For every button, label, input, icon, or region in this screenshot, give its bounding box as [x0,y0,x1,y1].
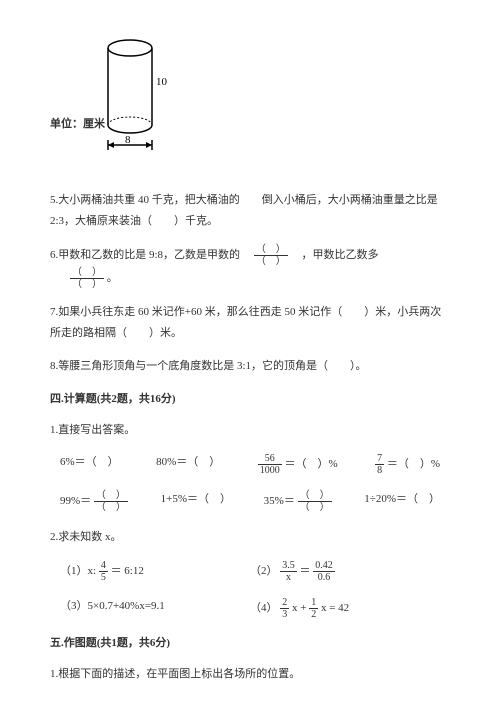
equation-1: （1）x: 4 5 ＝ 6:12 [60,560,250,583]
equation-4: （4） 2 3 x + 1 2 x = 42 [250,597,440,620]
fraction: 56 1000 [258,453,282,476]
calc-item: 80%＝（ ） [156,453,220,476]
fraction: 4 5 [99,560,108,583]
blank-fraction: （ ） （ ） [254,244,288,267]
equation-row-2: （3）5×0.7+40%x=9.1 （4） 2 3 x + 1 2 x = 42 [50,597,450,620]
fraction: 2 3 [280,597,289,620]
cylinder-diagram: 10 8 单位：厘米 [70,30,190,175]
q6-text-2: ，甲数比乙数多 [291,249,379,261]
q6-text-1: 6.甲数和乙数的比是 9:8，乙数是甲数的 [50,249,251,261]
calc-item: 6%＝（ ） [60,453,119,476]
blank-fraction: （ ） （ ） [70,267,104,290]
equation-3: （3）5×0.7+40%x=9.1 [60,597,250,620]
section-5-sub1: 1.根据下面的描述，在平面图上标出各场所的位置。 [50,664,450,685]
fraction: 3.5 x [280,560,297,583]
height-label: 10 [156,76,168,88]
calc-item: 1÷20%＝（ ） [364,490,440,513]
calc-item: 7 8 ＝（ ）% [375,453,440,476]
calc-row-1: 6%＝（ ） 80%＝（ ） 56 1000 ＝（ ）% 7 8 ＝（ ）% [50,453,450,476]
section-4-sub1: 1.直接写出答案。 [50,420,450,441]
blank-fraction: （ ） （ ） [298,490,332,513]
calc-row-2: 99%＝ （ ） （ ） 1+5%＝（ ） 35%＝ （ ） （ ） 1÷20%… [50,490,450,513]
section-5-title: 五.作图题(共1题，共6分) [50,634,450,654]
unit-label: 单位：厘米 [50,115,105,135]
fraction: 1 2 [309,597,318,620]
fraction: 7 8 [375,453,384,476]
calc-item: 56 1000 ＝（ ）% [258,453,338,476]
width-label: 8 [125,134,131,146]
equation-row-1: （1）x: 4 5 ＝ 6:12 （2） 3.5 x ＝ 0.42 0.6 [50,560,450,583]
equation-2: （2） 3.5 x ＝ 0.42 0.6 [250,560,440,583]
fraction: 0.42 0.6 [313,560,335,583]
calc-item: 35%＝ （ ） （ ） [264,490,332,513]
cylinder-svg: 10 8 [70,30,190,160]
section-4-sub2: 2.求未知数 x。 [50,527,450,548]
calc-item: 1+5%＝（ ） [161,490,231,513]
calc-item: 99%＝ （ ） （ ） [60,490,128,513]
question-7: 7.如果小兵往东走 60 米记作+60 米，那么往西走 50 米记作（ ）米，小… [50,302,450,344]
question-5: 5.大小两桶油共重 40 千克，把大桶油的 倒入小桶后，大小两桶油重量之比是 2… [50,190,450,232]
section-4-title: 四.计算题(共2题，共16分) [50,390,450,410]
question-6: 6.甲数和乙数的比是 9:8，乙数是甲数的 （ ） （ ） ，甲数比乙数多 （ … [50,244,450,290]
q6-text-3: 。 [107,272,118,284]
question-8: 8.等腰三角形顶角与一个底角度数比是 3:1，它的顶角是（ ）。 [50,356,450,377]
blank-fraction: （ ） （ ） [94,490,128,513]
